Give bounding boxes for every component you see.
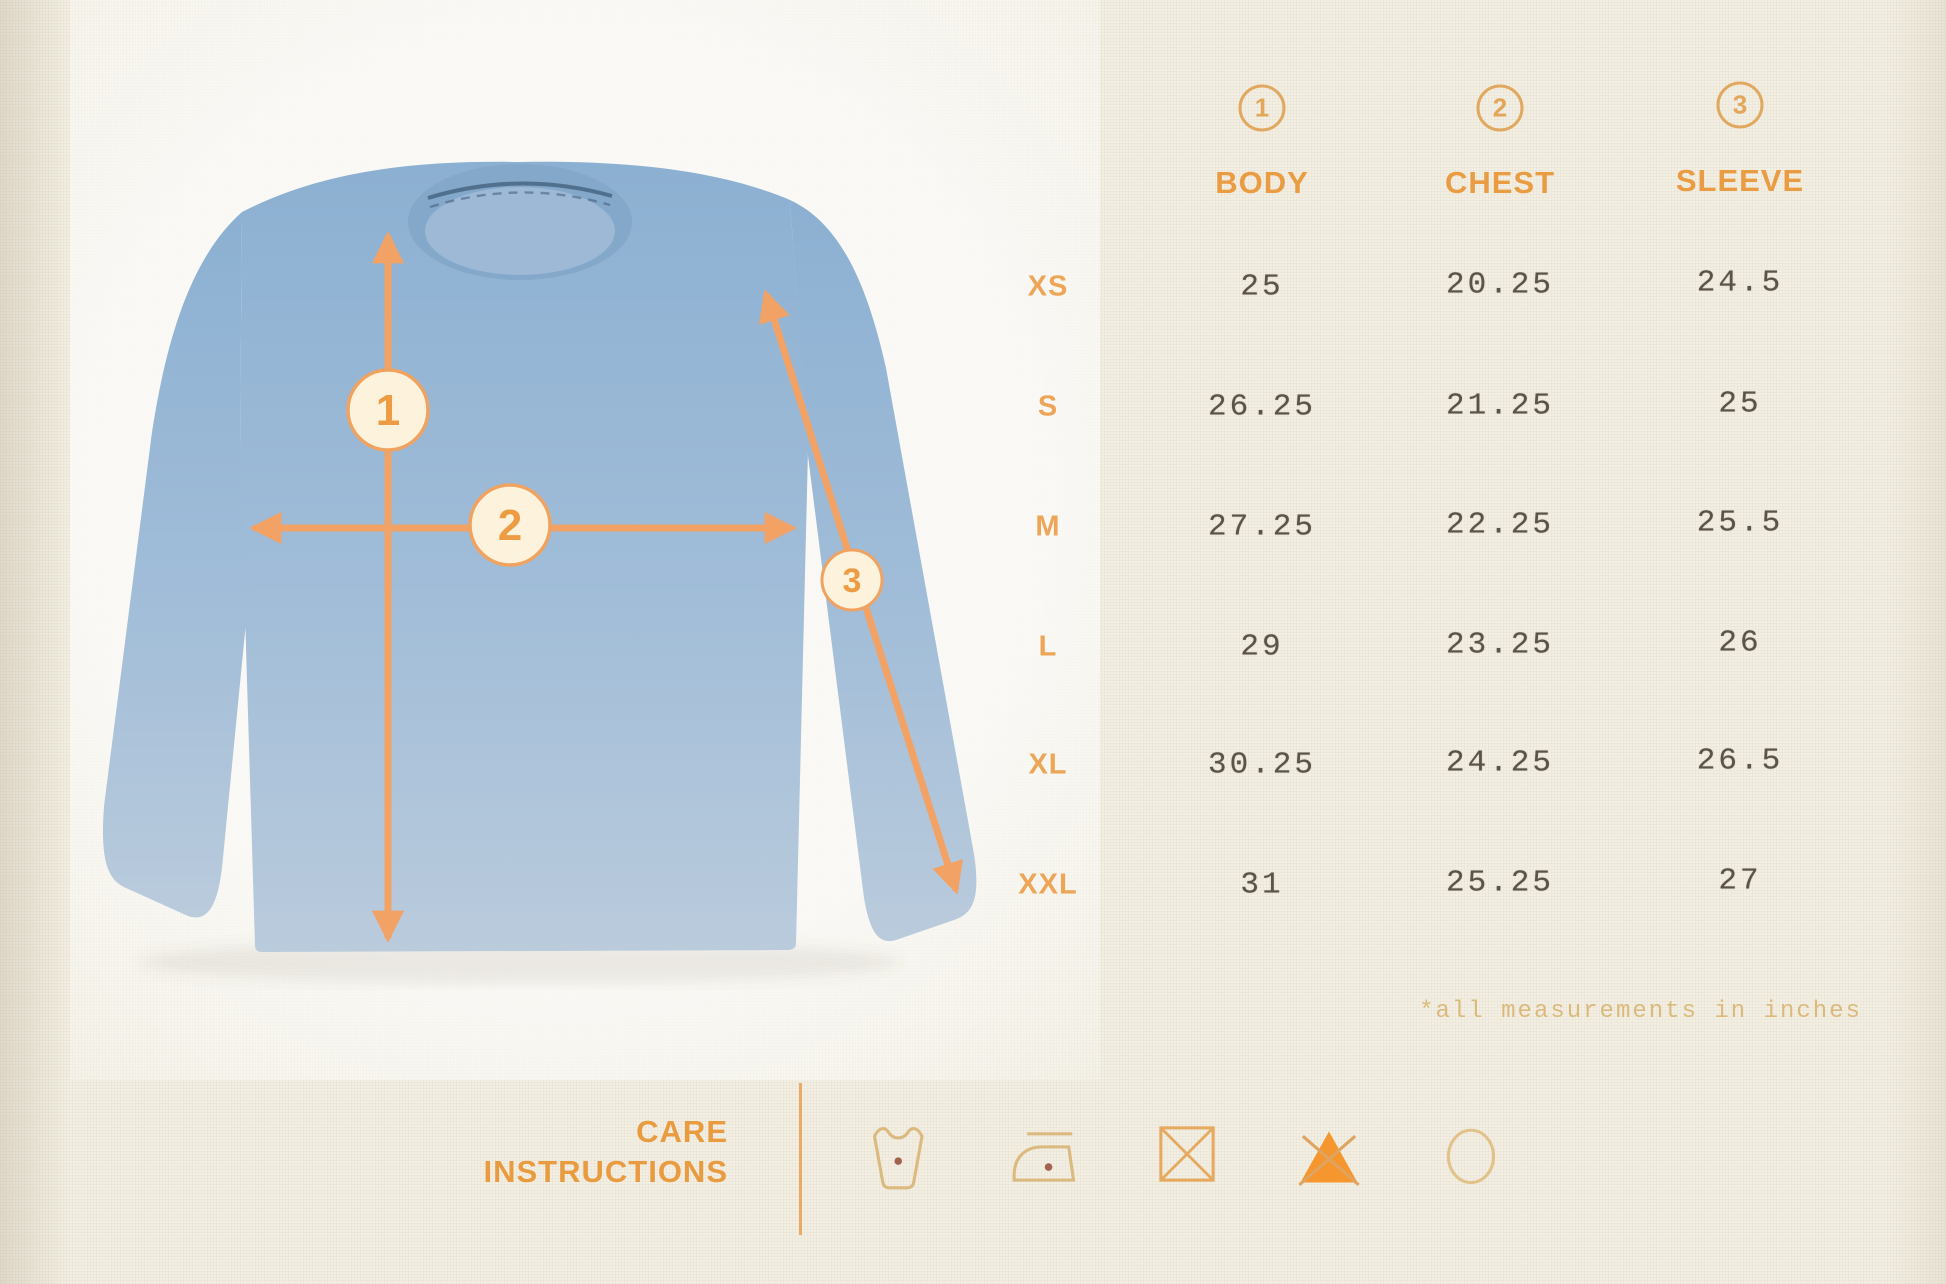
size-label-s: S [1037, 390, 1059, 423]
value-xs-sleeve: 24.5 [1696, 265, 1784, 301]
value-l-chest: 23.25 [1445, 627, 1555, 663]
value-xxl-body: 31 [1240, 867, 1284, 903]
value-m-sleeve: 25.5 [1696, 505, 1784, 541]
value-m-body: 27.25 [1207, 509, 1317, 545]
collar-seam-line [427, 181, 613, 200]
column-header-chest: CHEST [1444, 165, 1556, 200]
measurements-footnote: *all measurements in inches [1419, 998, 1862, 1025]
value-xs-chest: 20.25 [1445, 267, 1555, 303]
size-label-xxl: XXL [1018, 868, 1078, 901]
value-s-sleeve: 25 [1718, 386, 1762, 422]
value-xl-sleeve: 26.5 [1696, 743, 1784, 779]
shirt-left-sleeve [102, 212, 254, 918]
care-instructions-label: CARE INSTRUCTIONS [484, 1112, 729, 1192]
column-1-number-badge: 1 [1238, 84, 1286, 132]
badge-1-number: 1 [376, 386, 400, 435]
value-l-body: 29 [1240, 629, 1284, 665]
size-label-m: M [1035, 510, 1061, 543]
column-header-body: BODY [1215, 165, 1309, 200]
value-xl-chest: 24.25 [1445, 745, 1555, 781]
care-label-line2: INSTRUCTIONS [483, 1154, 728, 1189]
value-l-sleeve: 26 [1718, 625, 1762, 661]
collar-stitching [429, 191, 611, 209]
value-s-chest: 21.25 [1445, 388, 1555, 424]
machine-wash-icon [872, 1127, 924, 1190]
care-icons-row [865, 1116, 1509, 1192]
badge-3-number: 3 [843, 562, 862, 600]
iron-icon [1012, 1132, 1076, 1182]
size-label-xl: XL [1028, 748, 1068, 781]
column-3-number-badge: 3 [1716, 81, 1764, 129]
measurement-badges: 1 2 3 [346, 368, 884, 612]
value-s-body: 26.25 [1207, 389, 1317, 425]
size-label-l: L [1038, 630, 1058, 663]
value-xxl-chest: 25.25 [1445, 865, 1555, 901]
value-xs-body: 25 [1240, 269, 1284, 305]
value-xxl-sleeve: 27 [1718, 863, 1762, 899]
badge-2-circle [468, 483, 552, 567]
badge-2-number: 2 [498, 501, 522, 550]
column-header-sleeve: SLEEVE [1675, 163, 1805, 198]
shirt-collar-inner [425, 187, 615, 275]
care-divider-line [799, 1083, 802, 1235]
value-m-chest: 22.25 [1445, 507, 1555, 543]
badge-3-circle [820, 548, 884, 612]
badge-1-circle [346, 368, 430, 452]
size-label-xs: XS [1027, 270, 1069, 303]
column-2-number-badge: 2 [1476, 84, 1524, 132]
care-label-line1: CARE [636, 1114, 728, 1149]
dry-clean-icon [1446, 1128, 1496, 1185]
shirt-measurement-diagram: 1 2 3 [102, 161, 977, 984]
shirt-right-sleeve [790, 200, 977, 942]
value-xl-body: 30.25 [1207, 747, 1317, 783]
do-not-tumble-dry-icon [1159, 1126, 1215, 1182]
do-not-bleach-icon [1298, 1131, 1360, 1187]
